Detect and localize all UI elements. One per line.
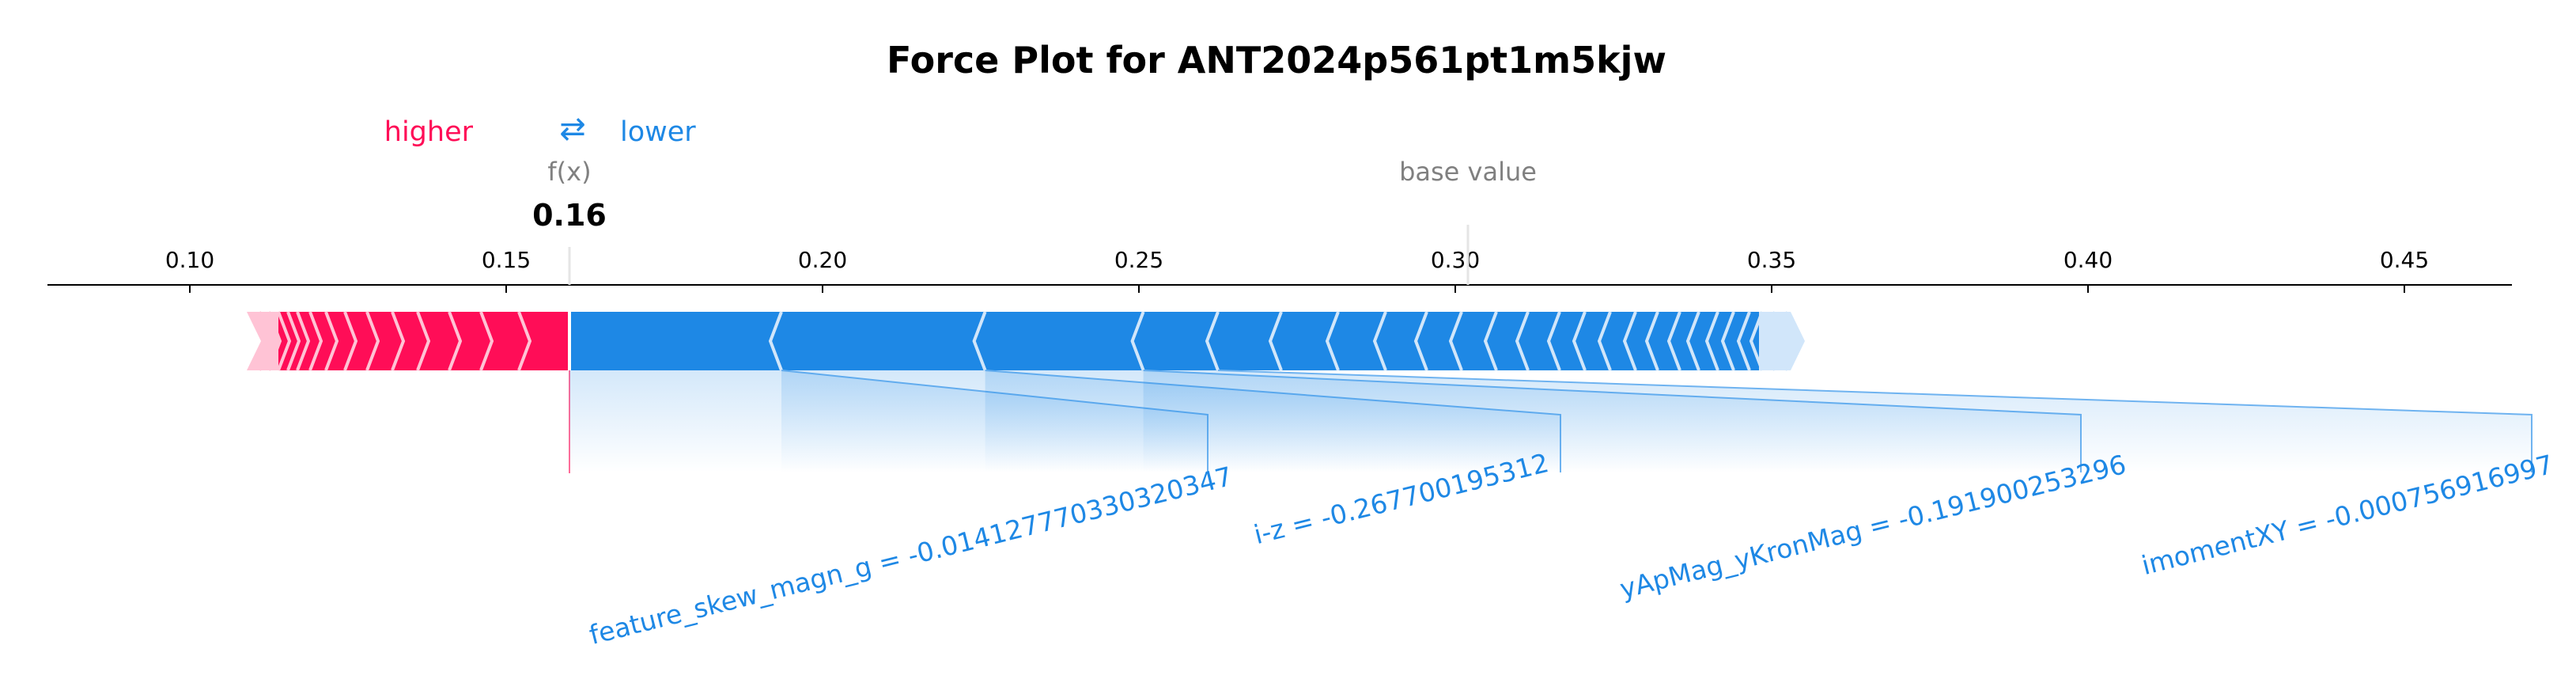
negative-segment-separator [1325, 311, 1340, 371]
x-tick-label: 0.30 [1431, 247, 1480, 273]
positive-segment-separator [365, 311, 380, 371]
negative-segment-separator [1372, 311, 1387, 371]
x-tick-label: 0.40 [2063, 247, 2113, 273]
positive-segment-separator [286, 311, 301, 371]
positive-segment-separator [416, 311, 431, 371]
plot-area: 0.10 0.15 0.20 0.25 0.30 0.35 0.40 0.45 feature_… [47, 225, 2556, 651]
annotation-label: feature_skew_magn_g = -0.014127770330320… [586, 461, 1235, 651]
positive-segment-separator [517, 311, 532, 371]
legend-lower-label: lower [620, 116, 696, 148]
negative-segment-separator [1515, 311, 1530, 371]
negative-segment-separator [1666, 311, 1681, 371]
negative-segment-separator [1622, 311, 1637, 371]
positive-segment-separator [324, 311, 339, 371]
negative-segment-separator [972, 311, 987, 371]
positive-segment-separator [258, 311, 273, 371]
positive-segment-separator [479, 311, 494, 371]
negative-segment-separator [1130, 311, 1145, 371]
negative-segment-separator [768, 311, 783, 371]
x-tick-label: 0.20 [798, 247, 847, 273]
fx-value: 0.16 [532, 198, 607, 233]
positive-segment-separator [343, 311, 358, 371]
negative-segment-separator [1774, 311, 1789, 371]
negative-end-cap [1759, 312, 1805, 370]
annotation-fade [1143, 370, 2532, 472]
negative-segment-separator [1546, 311, 1561, 371]
negative-segment-separator [1483, 311, 1498, 371]
annotation-connector [1217, 370, 2532, 472]
positive-segment-separator [296, 311, 311, 371]
negative-segment-separator [1704, 311, 1719, 371]
positive-segment-separator [277, 311, 292, 371]
negative-segment-separator [1761, 311, 1776, 371]
fx-label: f(x) [547, 157, 591, 187]
x-tick-label: 0.35 [1747, 247, 1796, 273]
negative-segment-separator [1268, 311, 1283, 371]
negative-segment-separator [1720, 311, 1735, 371]
base-value-label: base value [1399, 157, 1537, 187]
negative-segment-separator [1644, 311, 1659, 371]
negative-segment-separator [1685, 311, 1700, 371]
x-tick-label: 0.25 [1114, 247, 1163, 273]
positive-segment-separator [308, 311, 323, 371]
x-tick-label: 0.45 [2380, 247, 2429, 273]
negative-segment-separator [1572, 311, 1587, 371]
positive-segment-separator [391, 311, 406, 371]
positive-segment-separator [448, 311, 463, 371]
negative-segment-separator [1597, 311, 1612, 371]
positive-end-cap [247, 312, 278, 370]
legend-swap-icon: ⇄ [559, 111, 586, 147]
x-tick-label: 0.10 [165, 247, 214, 273]
negative-segment-separator [1736, 311, 1751, 371]
negative-segment-separator [1448, 311, 1463, 371]
legend-higher-label: higher [384, 116, 474, 148]
negative-segment-separator [1749, 311, 1764, 371]
negative-bar [569, 312, 1759, 370]
negative-segment-separator [1205, 311, 1220, 371]
positive-segment-separator [267, 311, 282, 371]
legend: higher ⇄ lower [384, 111, 697, 148]
negative-segment-separator [1413, 311, 1428, 371]
x-tick-label: 0.15 [482, 247, 531, 273]
chart-title: Force Plot for ANT2024p561pt1m5kjw [887, 39, 1666, 82]
